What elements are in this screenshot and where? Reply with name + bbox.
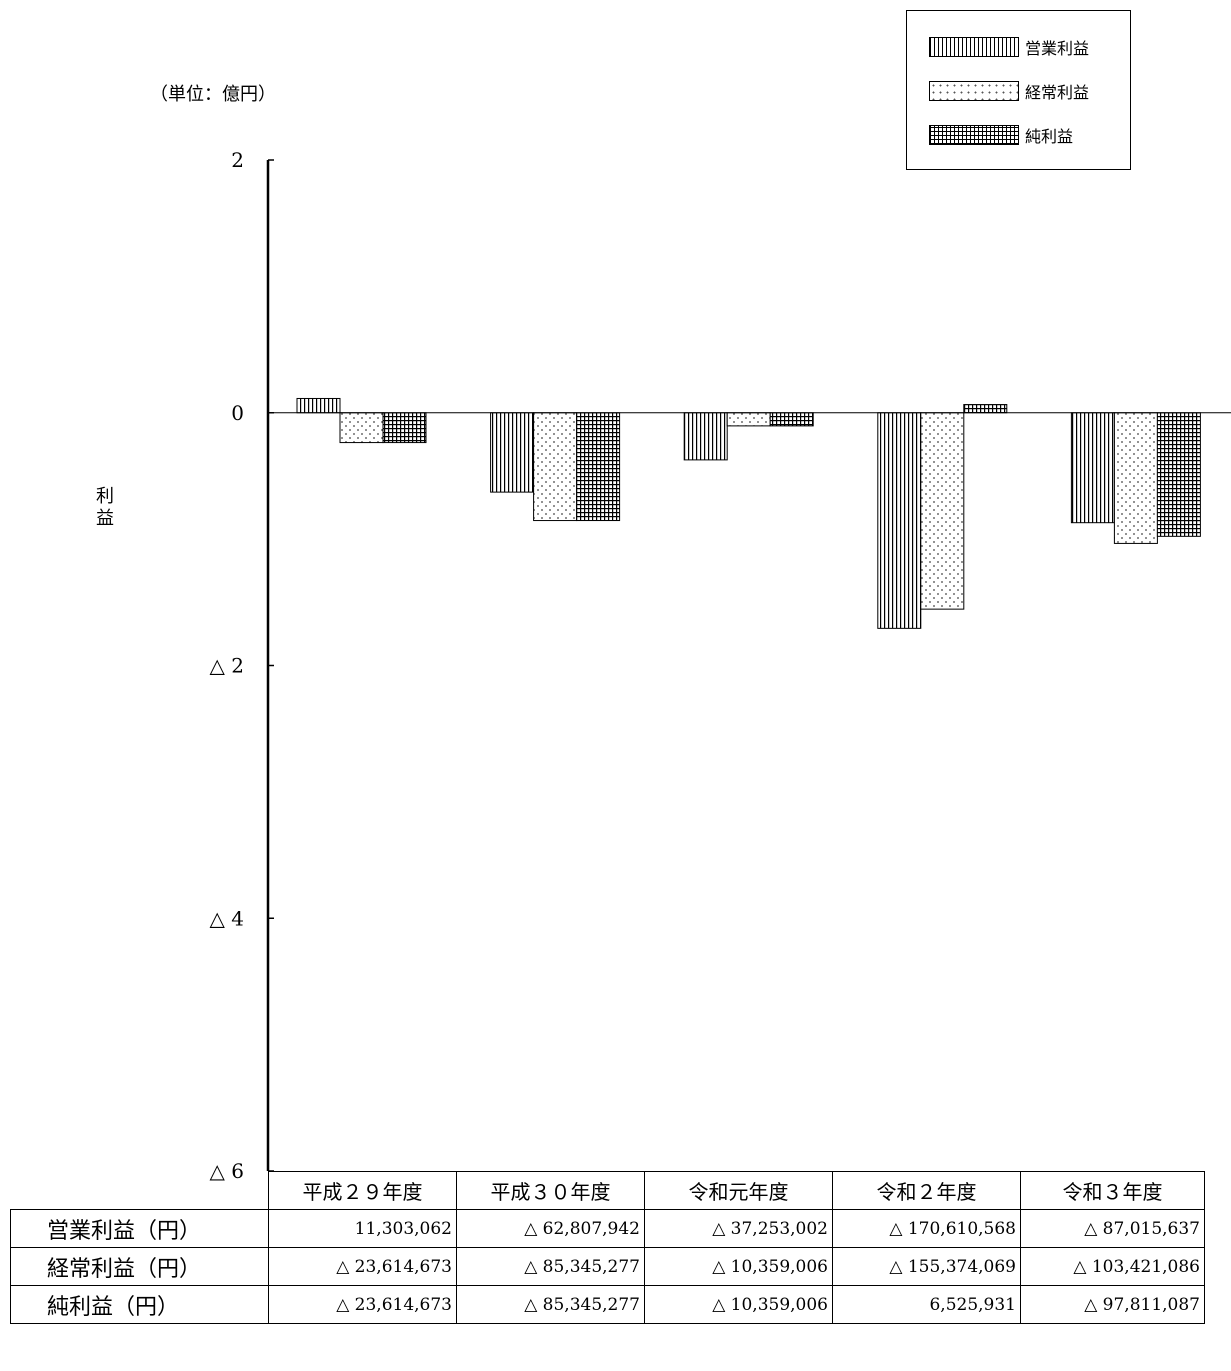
bar-net-profit: [382, 412, 427, 444]
bar-operating-profit: [1070, 412, 1115, 524]
legend-label: 純利益: [1025, 127, 1074, 146]
chart-legend: 営業利益 経常利益 純利益: [906, 10, 1131, 170]
table-cell: 6,525,931: [832, 1285, 1021, 1324]
y-tick-label: 2: [231, 148, 244, 172]
table-cell: △ 155,374,069: [832, 1247, 1021, 1286]
y-tick-label: △ 4: [210, 906, 244, 930]
bar-operating-profit: [490, 412, 535, 493]
table-cell: △ 85,345,277: [456, 1247, 645, 1286]
legend-item-operating-profit: 営業利益: [929, 37, 1090, 58]
bar-net-profit: [963, 404, 1008, 414]
row-label: 営業利益（円）: [10, 1209, 269, 1248]
profit-bar-chart: 2 0 △ 2 △ 4 △ 6: [210, 148, 1231, 1183]
legend-item-ordinary-profit: 経常利益: [929, 81, 1090, 102]
table-corner: [11, 1172, 269, 1210]
table-header-cell: 令和３年度: [1020, 1171, 1205, 1210]
table-header-cell: 令和２年度: [832, 1171, 1021, 1210]
y-axis-label: 利益: [94, 486, 116, 530]
y-axis-label-char: 益: [96, 508, 114, 529]
bar-operating-profit: [296, 397, 341, 414]
table-row-net-profit: 純利益（円） △ 23,614,673 △ 85,345,277 △ 10,35…: [10, 1285, 1205, 1324]
data-table: 平成２９年度 平成３０年度 令和元年度 令和２年度 令和３年度 営業利益（円） …: [10, 1171, 1205, 1324]
bar-ordinary-profit: [920, 412, 965, 610]
table-cell: △ 10,359,006: [644, 1285, 833, 1324]
table-cell: △ 87,015,637: [1020, 1209, 1205, 1248]
bar-ordinary-profit: [339, 412, 384, 444]
y-tick-label: △ 2: [210, 654, 244, 678]
y-tick-label: 0: [231, 401, 244, 425]
table-header-cell: 平成２９年度: [268, 1171, 457, 1210]
bar-operating-profit: [683, 412, 728, 461]
legend-swatch-operating-profit: [929, 37, 1019, 57]
row-label: 純利益（円）: [10, 1285, 269, 1324]
legend-swatch-ordinary-profit: [929, 81, 1019, 101]
table-cell: △ 97,811,087: [1020, 1285, 1205, 1324]
table-cell: △ 23,614,673: [268, 1285, 457, 1324]
unit-label: （単位：億円）: [150, 84, 276, 105]
y-axis-label-char: 利: [96, 486, 114, 507]
y-tick-label: △ 6: [210, 1159, 244, 1183]
table-cell: △ 37,253,002: [644, 1209, 833, 1248]
table-cell: △ 23,614,673: [268, 1247, 457, 1286]
legend-item-net-profit: 純利益: [929, 125, 1074, 146]
table-cell: △ 10,359,006: [644, 1247, 833, 1286]
table-cell: △ 103,421,086: [1020, 1247, 1205, 1286]
bar-ordinary-profit: [533, 412, 578, 522]
table-cell: △ 170,610,568: [832, 1209, 1021, 1248]
table-cell: 11,303,062: [268, 1209, 457, 1248]
bar-net-profit: [769, 412, 814, 427]
table-header-row: 平成２９年度 平成３０年度 令和元年度 令和２年度 令和３年度: [11, 1171, 1205, 1210]
table-row-ordinary-profit: 経常利益（円） △ 23,614,673 △ 85,345,277 △ 10,3…: [10, 1247, 1205, 1286]
legend-swatch-net-profit: [929, 125, 1019, 145]
bar-net-profit: [1156, 412, 1201, 537]
table-header-cell: 平成３０年度: [456, 1171, 645, 1210]
bar-operating-profit: [877, 412, 922, 629]
row-label: 経常利益（円）: [10, 1247, 269, 1286]
table-row-operating-profit: 営業利益（円） 11,303,062 △ 62,807,942 △ 37,253…: [10, 1209, 1205, 1248]
table-header-cell: 令和元年度: [644, 1171, 833, 1210]
legend-label: 経常利益: [1025, 83, 1090, 102]
bar-net-profit: [576, 412, 621, 522]
legend-label: 営業利益: [1025, 39, 1090, 58]
bar-ordinary-profit: [726, 412, 771, 427]
bar-ordinary-profit: [1113, 412, 1158, 544]
table-cell: △ 85,345,277: [456, 1285, 645, 1324]
table-cell: △ 62,807,942: [456, 1209, 645, 1248]
